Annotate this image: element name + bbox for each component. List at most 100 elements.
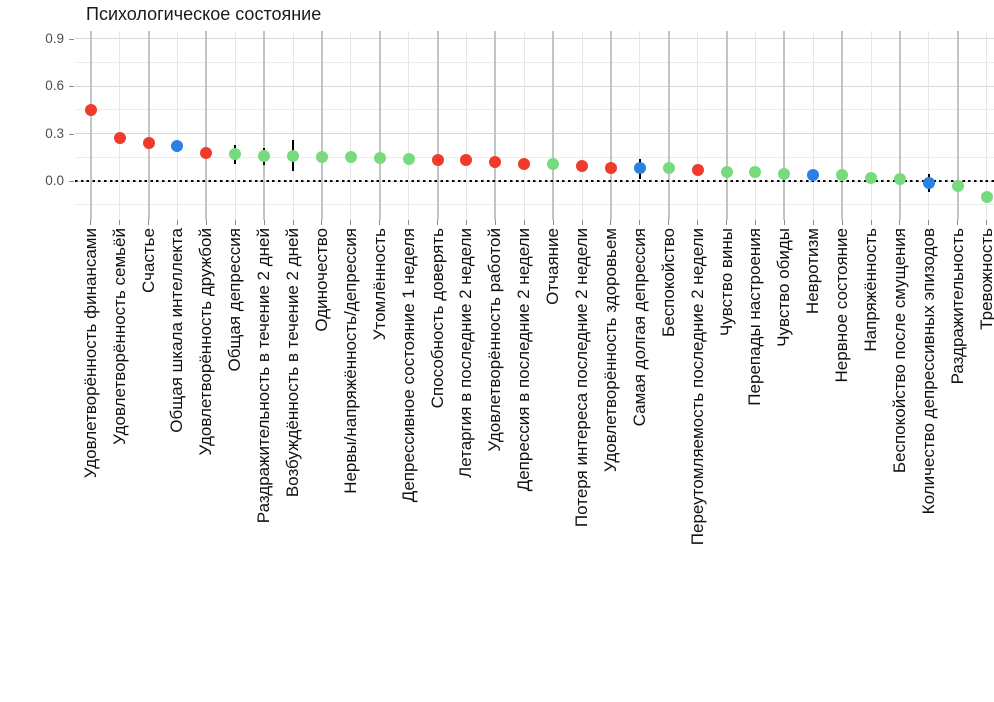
data-point bbox=[373, 152, 386, 165]
x-axis-tick bbox=[408, 220, 410, 225]
x-axis-tick bbox=[870, 220, 872, 225]
x-axis-tick bbox=[350, 220, 352, 225]
data-point bbox=[518, 158, 531, 171]
x-axis-tick bbox=[986, 220, 988, 225]
x-axis-label: Невротизм bbox=[803, 228, 823, 315]
y-axis-tick-label: 0.0 bbox=[45, 173, 64, 188]
data-point bbox=[893, 173, 906, 186]
x-axis-label: Раздражительность в течение 2 дней bbox=[254, 228, 274, 524]
gridline-vertical bbox=[812, 31, 814, 220]
data-point bbox=[778, 167, 791, 180]
data-point bbox=[604, 162, 617, 175]
data-point bbox=[691, 163, 704, 176]
x-axis-tick bbox=[263, 220, 265, 225]
x-axis-tick bbox=[812, 220, 814, 225]
data-point bbox=[662, 162, 675, 175]
x-axis-label: Переутомляемость последние 2 недели bbox=[687, 228, 707, 546]
x-axis-label: Депрессивное состояние 1 неделя bbox=[398, 228, 418, 503]
x-axis-tick bbox=[726, 220, 727, 225]
x-axis-label: Чувство вины bbox=[716, 228, 736, 337]
data-point bbox=[402, 152, 415, 165]
gridline-horizontal-minor bbox=[75, 204, 994, 206]
data-point bbox=[171, 140, 184, 153]
x-axis-label: Самая долгая депрессия bbox=[629, 228, 649, 427]
data-point bbox=[460, 154, 473, 167]
gridline-vertical bbox=[552, 31, 555, 220]
data-point bbox=[720, 165, 733, 178]
gridline-horizontal-major bbox=[75, 133, 994, 134]
chart-title: Психологическое состояние bbox=[86, 4, 322, 24]
x-axis-label: Беспокойство bbox=[658, 228, 678, 337]
x-axis-label: Нервное состояние bbox=[832, 228, 852, 383]
gridline-vertical bbox=[320, 31, 323, 220]
gridline-vertical bbox=[870, 31, 872, 220]
data-point bbox=[980, 190, 993, 203]
gridline-vertical bbox=[89, 31, 92, 220]
data-point bbox=[836, 168, 849, 181]
data-point bbox=[315, 151, 328, 164]
x-axis-label: Депрессия в последние 2 недели bbox=[514, 228, 534, 492]
data-point bbox=[431, 153, 444, 166]
y-axis-tick-label: 0.9 bbox=[45, 30, 64, 46]
x-axis-label: Общая шкала интеллекта bbox=[167, 228, 187, 433]
gridline-vertical bbox=[581, 31, 583, 220]
x-axis-label: Раздражительность bbox=[947, 228, 967, 385]
gridline-vertical bbox=[639, 31, 641, 220]
gridline-vertical bbox=[234, 31, 236, 220]
gridline-vertical bbox=[667, 31, 670, 220]
y-axis-tick-label: 0.3 bbox=[45, 125, 64, 141]
gridline-vertical bbox=[928, 31, 930, 220]
x-axis-tick bbox=[148, 220, 149, 225]
x-axis-tick bbox=[610, 220, 612, 225]
x-axis-tick bbox=[783, 220, 785, 225]
y-axis-tick bbox=[69, 86, 74, 87]
x-axis-label: Удовлетворённость здоровьем bbox=[600, 228, 620, 473]
x-axis-tick bbox=[205, 220, 207, 225]
gridline-vertical bbox=[609, 31, 612, 220]
x-axis-tick bbox=[523, 220, 525, 225]
gridline-vertical bbox=[697, 31, 699, 220]
x-axis-tick bbox=[119, 220, 121, 225]
y-axis-tick-label: 0.6 bbox=[45, 78, 64, 93]
gridline-vertical bbox=[725, 31, 728, 220]
x-axis-label: Потеря интереса последние 2 недели bbox=[572, 228, 591, 528]
x-axis-tick bbox=[494, 220, 496, 225]
zero-reference-line bbox=[75, 180, 994, 182]
x-axis-tick bbox=[437, 220, 438, 225]
x-axis-tick bbox=[668, 220, 670, 225]
data-point bbox=[489, 156, 502, 168]
x-axis-tick bbox=[465, 220, 467, 225]
x-axis-label: Удовлетворённость дружбой bbox=[196, 228, 216, 456]
gridline-horizontal-minor bbox=[75, 61, 994, 63]
gridline-vertical bbox=[754, 31, 756, 220]
gridline-vertical bbox=[841, 31, 844, 220]
data-point bbox=[113, 132, 126, 145]
gridline-horizontal-minor bbox=[75, 109, 994, 111]
gridline-vertical bbox=[898, 31, 901, 220]
x-axis-tick bbox=[841, 220, 843, 225]
gridline-vertical bbox=[147, 31, 150, 220]
x-axis-label: Общая депрессия bbox=[225, 228, 245, 372]
gridline-vertical bbox=[465, 31, 467, 220]
gridline-horizontal-major bbox=[75, 38, 994, 39]
x-axis-label: Беспокойство после смущения bbox=[889, 228, 909, 474]
data-point bbox=[576, 159, 588, 172]
gridline-horizontal-major bbox=[75, 85, 994, 87]
x-axis-label: Возбуждённость в течение 2 дней bbox=[283, 228, 302, 498]
gridline-vertical bbox=[205, 31, 208, 220]
x-axis-tick bbox=[90, 220, 92, 225]
data-point bbox=[142, 137, 155, 149]
x-axis-label: Летаргия в последние 2 недели bbox=[456, 228, 476, 478]
data-point bbox=[200, 146, 213, 159]
x-axis-tick bbox=[639, 220, 641, 225]
x-axis-tick bbox=[581, 220, 583, 225]
data-point bbox=[547, 158, 560, 171]
x-axis-tick bbox=[899, 220, 901, 225]
gridline-vertical bbox=[292, 31, 294, 220]
gridline-vertical bbox=[263, 31, 266, 220]
x-axis-tick bbox=[957, 220, 959, 225]
y-axis-tick bbox=[69, 38, 74, 40]
gridline-vertical bbox=[119, 31, 121, 220]
x-axis-label: Чувство обиды bbox=[774, 228, 794, 347]
data-point bbox=[287, 150, 299, 163]
